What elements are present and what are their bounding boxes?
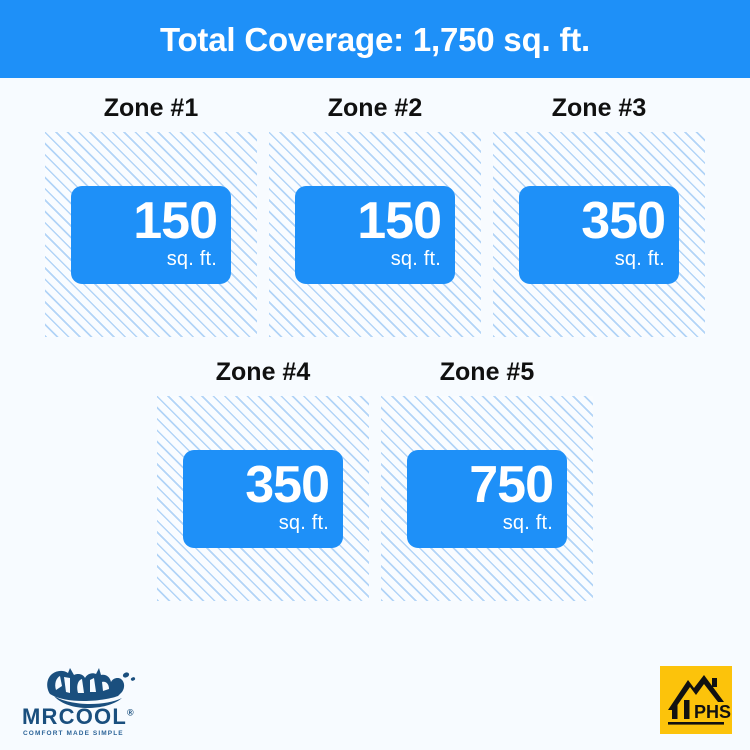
zone-unit-2: sq. ft. bbox=[390, 248, 441, 271]
zone-hatch-panel-2: 150 sq. ft. bbox=[269, 132, 481, 337]
zones-area: Zone #1 150 sq. ft. Zone #2 150 sq. ft. … bbox=[0, 78, 750, 648]
zone-hatch-panel-5: 750 sq. ft. bbox=[381, 396, 593, 601]
page-title: Total Coverage: 1,750 sq. ft. bbox=[159, 20, 591, 58]
zone-label-5: Zone #5 bbox=[439, 358, 535, 386]
mrcool-wordmark-text: MRCOOL bbox=[22, 704, 127, 729]
zone-hatch-panel-4: 350 sq. ft. bbox=[157, 396, 369, 601]
zone-badge-3[interactable]: 350 sq. ft. bbox=[519, 185, 679, 284]
zone-label-2: Zone #2 bbox=[327, 94, 423, 122]
zone-card-2[interactable]: Zone #2 150 sq. ft. bbox=[269, 96, 481, 337]
zone-row-top: Zone #1 150 sq. ft. Zone #2 150 sq. ft. … bbox=[0, 96, 750, 337]
phs-logo-text: PHS bbox=[694, 702, 731, 722]
mrcool-tagline: COMFORT MADE SIMPLE bbox=[23, 729, 124, 737]
zone-card-5[interactable]: Zone #5 750 sq. ft. bbox=[381, 360, 593, 601]
zone-unit-1: sq. ft. bbox=[166, 248, 217, 271]
zone-unit-3: sq. ft. bbox=[614, 248, 665, 271]
zone-label-4: Zone #4 bbox=[215, 358, 311, 386]
zone-label-1: Zone #1 bbox=[103, 94, 199, 122]
zone-unit-4: sq. ft. bbox=[278, 512, 329, 535]
zone-value-4: 350 bbox=[245, 455, 330, 514]
zone-badge-5[interactable]: 750 sq. ft. bbox=[407, 449, 567, 548]
polar-bear-icon bbox=[47, 668, 136, 708]
registered-trademark-icon: ® bbox=[126, 707, 134, 718]
mrcool-logo: MRCOOL® COMFORT MADE SIMPLE bbox=[22, 662, 158, 740]
zone-unit-5: sq. ft. bbox=[502, 512, 553, 535]
zone-badge-2[interactable]: 150 sq. ft. bbox=[295, 185, 455, 284]
zone-value-3: 350 bbox=[581, 191, 666, 250]
zone-row-bottom: Zone #4 350 sq. ft. Zone #5 750 sq. ft. bbox=[0, 360, 750, 601]
header-bar: Total Coverage: 1,750 sq. ft. bbox=[0, 0, 750, 78]
roof-icon bbox=[668, 675, 724, 725]
zone-card-4[interactable]: Zone #4 350 sq. ft. bbox=[157, 360, 369, 601]
mrcool-wordmark: MRCOOL® bbox=[22, 706, 158, 728]
zone-card-3[interactable]: Zone #3 350 sq. ft. bbox=[493, 96, 705, 337]
zone-value-1: 150 bbox=[133, 191, 218, 250]
zone-badge-4[interactable]: 350 sq. ft. bbox=[183, 449, 343, 548]
zone-value-5: 750 bbox=[469, 455, 554, 514]
phs-logo: PHS bbox=[660, 666, 732, 734]
zone-hatch-panel-3: 350 sq. ft. bbox=[493, 132, 705, 337]
zone-card-1[interactable]: Zone #1 150 sq. ft. bbox=[45, 96, 257, 337]
zone-label-3: Zone #3 bbox=[551, 94, 647, 122]
zone-hatch-panel-1: 150 sq. ft. bbox=[45, 132, 257, 337]
zone-badge-1[interactable]: 150 sq. ft. bbox=[71, 185, 231, 284]
footer-area: MRCOOL® COMFORT MADE SIMPLE PHS bbox=[0, 648, 750, 750]
zone-value-2: 150 bbox=[357, 191, 442, 250]
